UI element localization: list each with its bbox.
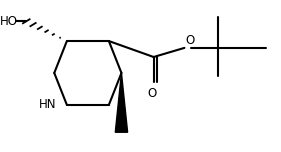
Text: HN: HN [38, 98, 56, 111]
Text: O: O [148, 87, 157, 100]
Polygon shape [115, 73, 128, 132]
Text: O: O [186, 34, 195, 47]
Text: HO: HO [0, 15, 18, 28]
